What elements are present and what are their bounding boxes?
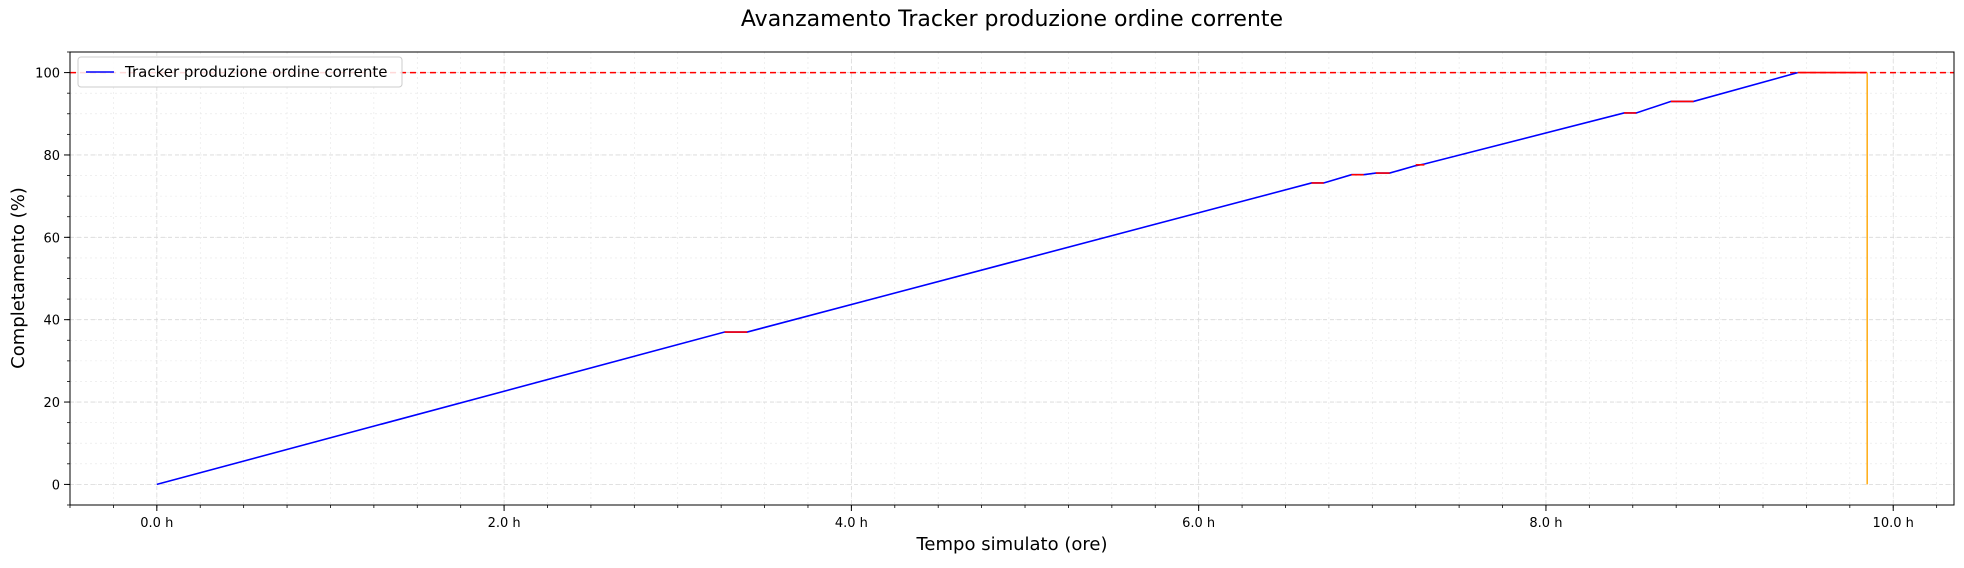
x-tick-label: 4.0 h <box>835 516 868 531</box>
legend-label: Tracker produzione ordine corrente <box>124 63 387 81</box>
x-tick-label: 10.0 h <box>1873 516 1914 531</box>
x-tick-label: 0.0 h <box>140 516 173 531</box>
x-tick-label: 6.0 h <box>1182 516 1215 531</box>
axis-ticks: 0.0 h 2.0 h 4.0 h 6.0 h 8.0 h 10.0 h 0 20 40 60 80… <box>35 51 1938 531</box>
x-tick-label: 2.0 h <box>488 516 521 531</box>
y-tick-label: 60 <box>43 231 60 246</box>
y-axis-label: Completamento (%) <box>8 187 29 369</box>
x-tick-label: 8.0 h <box>1529 516 1562 531</box>
y-tick-label: 40 <box>43 314 60 329</box>
y-tick-label: 0 <box>52 478 60 493</box>
legend-box <box>77 56 403 88</box>
chart-title: Avanzamento Tracker produzione ordine co… <box>741 7 1283 32</box>
y-tick-label: 80 <box>43 149 60 164</box>
y-tick-label: 20 <box>43 396 60 411</box>
x-axis-label: Tempo simulato (ore) <box>916 534 1108 555</box>
y-tick-label: 100 <box>35 67 60 82</box>
legend: Tracker produzione ordine corrente <box>77 56 403 88</box>
